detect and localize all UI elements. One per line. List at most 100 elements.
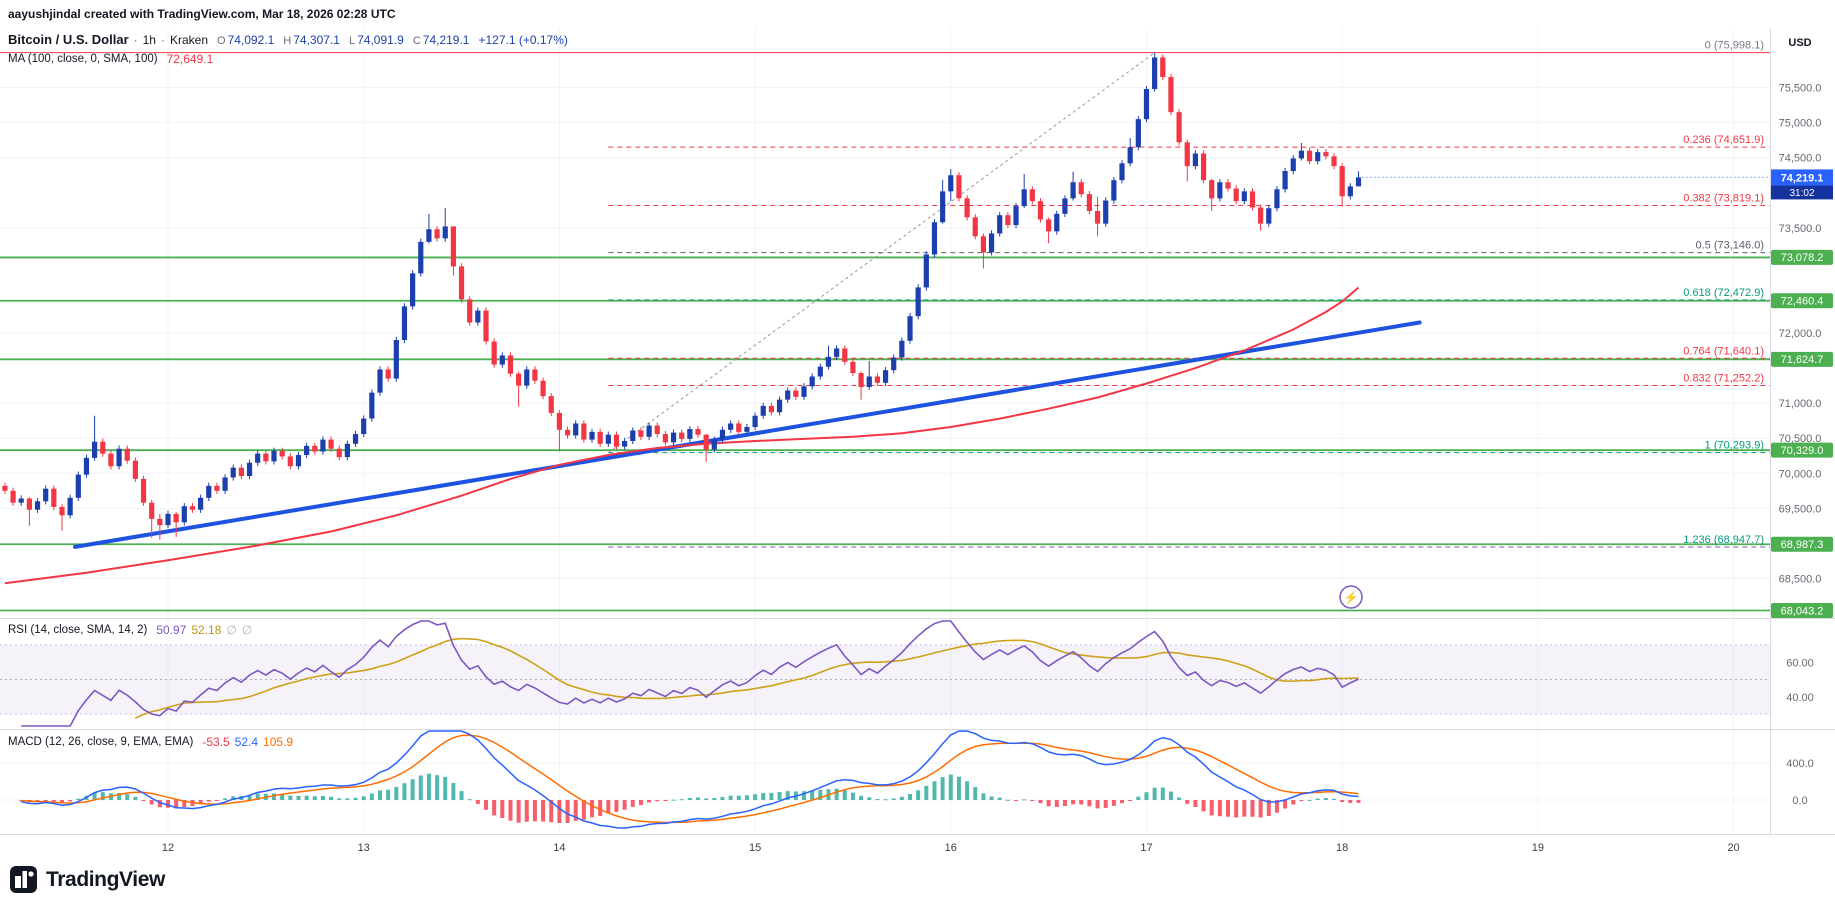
- price-scale[interactable]: [1770, 28, 1835, 834]
- candle-body: [116, 448, 122, 467]
- candle-body: [1176, 112, 1182, 143]
- candle-body: [385, 369, 391, 379]
- scale-tick-label: 71,000.0: [1779, 398, 1822, 410]
- candle-body: [654, 425, 660, 434]
- macd-histogram-bar: [1079, 800, 1084, 805]
- macd-histogram-bar: [948, 774, 953, 800]
- macd-signal-value: 105.9: [263, 735, 294, 749]
- candle-body: [768, 405, 774, 413]
- last-price-label: 74,219.1: [1781, 172, 1824, 184]
- candle-body: [157, 518, 163, 526]
- candle-body: [997, 215, 1003, 234]
- symbol-legend[interactable]: Bitcoin / U.S. Dollar · 1h · Kraken O 74,…: [8, 32, 568, 47]
- candle-body: [1054, 213, 1060, 232]
- countdown-label: 31:02: [1789, 188, 1814, 199]
- macd-histogram-bar: [524, 800, 529, 822]
- macd-histogram-bar: [736, 795, 741, 800]
- support-price-badge-label: 72,460.4: [1781, 296, 1824, 308]
- candle-body: [589, 431, 595, 440]
- candle-body: [711, 439, 717, 450]
- support-price-badge-label: 68,043.2: [1781, 605, 1824, 617]
- candle-body: [597, 431, 603, 444]
- macd-value: 52.4: [234, 735, 259, 749]
- candle-body: [646, 425, 652, 437]
- macd-histogram-bar: [663, 800, 668, 801]
- macd-histogram-bar: [842, 790, 847, 800]
- scale-tick-label: 75,500.0: [1779, 83, 1822, 95]
- fib-level-label: 0.5 (73,146.0): [1696, 240, 1765, 252]
- candle-body: [1209, 180, 1215, 199]
- candle-body: [189, 506, 196, 510]
- scale-tick-label: 75,000.0: [1779, 118, 1822, 130]
- macd-histogram-bar: [68, 800, 73, 802]
- macd-histogram-bar: [1128, 800, 1133, 801]
- support-price-badge: [1771, 249, 1833, 265]
- candle-body: [1029, 189, 1035, 202]
- candle-body: [165, 513, 171, 526]
- ma-indicator-legend[interactable]: MA (100, close, 0, SMA, 100) 72,649.1: [8, 52, 213, 66]
- last-price-badge: [1771, 169, 1833, 186]
- macd-histogram-bar: [679, 799, 684, 801]
- macd-histogram-bar: [320, 795, 325, 800]
- macd-histogram-bar: [720, 796, 725, 800]
- macd-histogram-bar: [247, 794, 252, 800]
- macd-histogram-bar: [410, 779, 415, 800]
- macd-histogram-bar: [549, 800, 554, 823]
- tradingview-footer-link[interactable]: TradingView: [10, 866, 165, 893]
- candle-body: [206, 485, 212, 498]
- macd-histogram-bar: [1103, 800, 1108, 808]
- macd-histogram-bar: [655, 800, 660, 802]
- fib-level-label: 1.236 (68,947.7): [1683, 534, 1764, 546]
- candle-body: [255, 453, 261, 463]
- low-label: L: [348, 34, 356, 47]
- candle-body: [377, 369, 383, 393]
- macd-histogram-bar: [1201, 800, 1206, 812]
- candle-body: [1135, 119, 1141, 148]
- candle-body: [662, 433, 668, 443]
- candle-body: [736, 423, 742, 432]
- candle-body: [1192, 153, 1199, 167]
- candle-body: [140, 478, 147, 503]
- macd-histogram-bar: [1274, 800, 1279, 813]
- candle-body: [915, 287, 921, 317]
- rsi-pane[interactable]: [0, 619, 1770, 728]
- macd-histogram-bar: [818, 789, 823, 800]
- time-axis-label: 17: [1140, 842, 1152, 854]
- candle-body: [622, 441, 628, 447]
- candle-body: [1160, 57, 1166, 78]
- candle-body: [1315, 152, 1321, 162]
- candle-body: [214, 485, 220, 491]
- macd-histogram-bar: [198, 800, 203, 805]
- time-axis[interactable]: [0, 835, 1770, 861]
- candle-body: [988, 233, 995, 253]
- candle-body: [1021, 189, 1027, 207]
- candle-body: [467, 299, 473, 323]
- candle-body: [1323, 152, 1329, 157]
- macd-histogram-bar: [598, 800, 603, 816]
- support-price-badge: [1771, 351, 1833, 367]
- candle-body: [670, 432, 677, 443]
- candle-body: [1282, 171, 1288, 190]
- candle-body: [1266, 208, 1272, 224]
- macd-histogram-bar: [43, 800, 48, 801]
- macd-histogram-bar: [728, 795, 733, 800]
- macd-histogram-bar: [484, 800, 489, 810]
- macd-histogram-bar: [1226, 800, 1231, 817]
- candle-body: [34, 501, 41, 510]
- macd-histogram-bar: [475, 800, 480, 804]
- macd-histogram-bar: [753, 794, 758, 800]
- macd-histogram-bar: [1299, 800, 1304, 802]
- macd-histogram-bar: [157, 800, 162, 808]
- candle-body: [907, 316, 913, 341]
- macd-histogram-bar: [1014, 800, 1019, 801]
- macd-histogram-bar: [1062, 800, 1067, 807]
- candle-body: [1111, 180, 1117, 201]
- rsi-indicator-legend[interactable]: RSI (14, close, SMA, 14, 2) 50.97 52.18 …: [8, 623, 252, 637]
- macd-histogram-bar: [541, 800, 546, 822]
- candle-body: [173, 513, 179, 523]
- macd-histogram-bar: [166, 800, 170, 808]
- macd-histogram-bar: [280, 794, 285, 800]
- main-pane[interactable]: [0, 28, 1770, 617]
- macd-indicator-legend[interactable]: MACD (12, 26, close, 9, EMA, EMA) -53.5 …: [8, 735, 293, 749]
